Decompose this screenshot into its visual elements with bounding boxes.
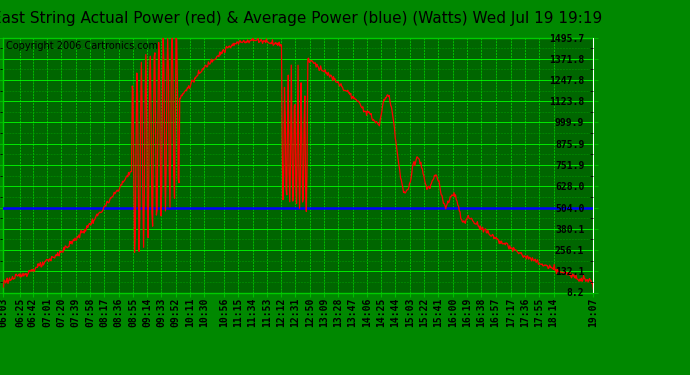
Text: East String Actual Power (red) & Average Power (blue) (Watts) Wed Jul 19 19:19: East String Actual Power (red) & Average… [0, 11, 602, 26]
Text: Copyright 2006 Cartronics.com: Copyright 2006 Cartronics.com [6, 41, 159, 51]
